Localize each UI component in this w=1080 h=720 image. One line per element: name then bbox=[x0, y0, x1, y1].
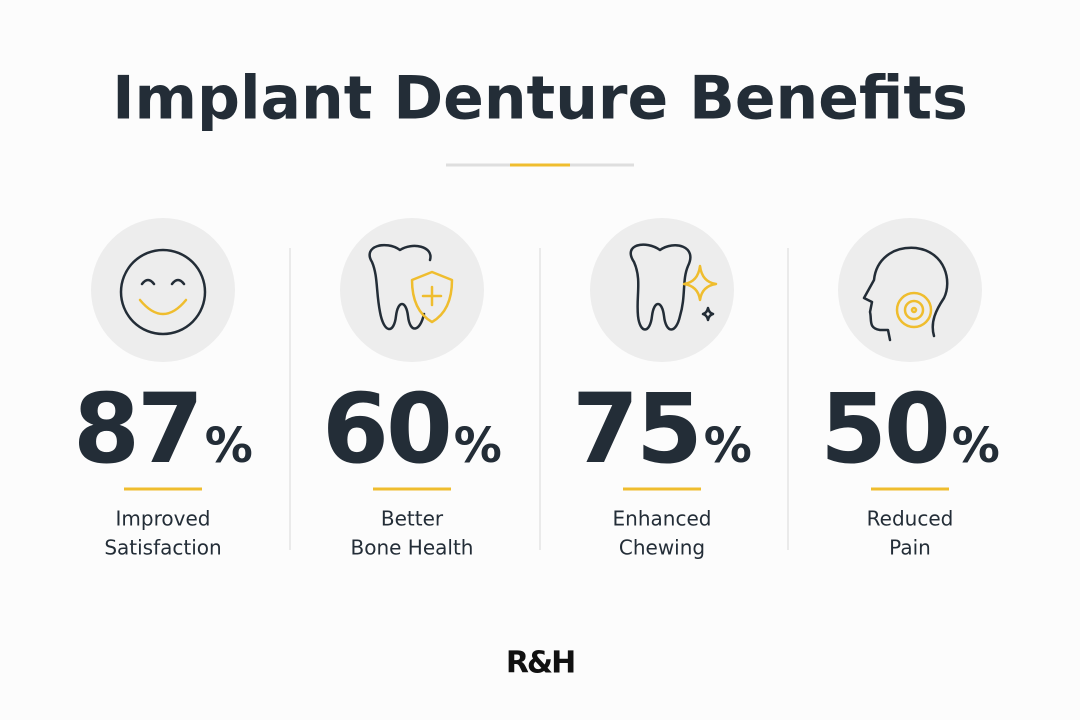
stat-label: Chewing bbox=[619, 536, 705, 560]
stat-label: Pain bbox=[889, 536, 931, 560]
title: Implant Denture Benefits bbox=[112, 64, 968, 134]
stat-value: 75 bbox=[572, 373, 700, 485]
stat-label: Improved bbox=[116, 507, 211, 531]
stat-label: Satisfaction bbox=[104, 536, 221, 560]
stat-number: 50% bbox=[820, 373, 1000, 485]
tooth-sparkle-icon bbox=[629, 243, 718, 331]
stat-number: 75% bbox=[572, 373, 752, 485]
head-pain-icon bbox=[862, 246, 949, 342]
logo: R&H bbox=[506, 646, 574, 681]
stat-label: Enhanced bbox=[613, 507, 712, 531]
stat-unit: % bbox=[205, 418, 253, 474]
stat-label: Reduced bbox=[867, 507, 954, 531]
stat-number: 60% bbox=[322, 373, 502, 485]
stat-label: Better bbox=[381, 507, 444, 531]
smile-icon bbox=[119, 248, 207, 336]
stat-label: Bone Health bbox=[351, 536, 474, 560]
stat-unit: % bbox=[454, 418, 502, 474]
stat-value: 87 bbox=[73, 373, 201, 485]
stat-number: 87% bbox=[73, 373, 253, 485]
stat-value: 60 bbox=[322, 373, 450, 485]
column-separators bbox=[289, 248, 789, 550]
stat-unit: % bbox=[952, 418, 1000, 474]
tooth-shield-icon bbox=[368, 243, 454, 331]
stat-value: 50 bbox=[820, 373, 948, 485]
stat-unit: % bbox=[704, 418, 752, 474]
